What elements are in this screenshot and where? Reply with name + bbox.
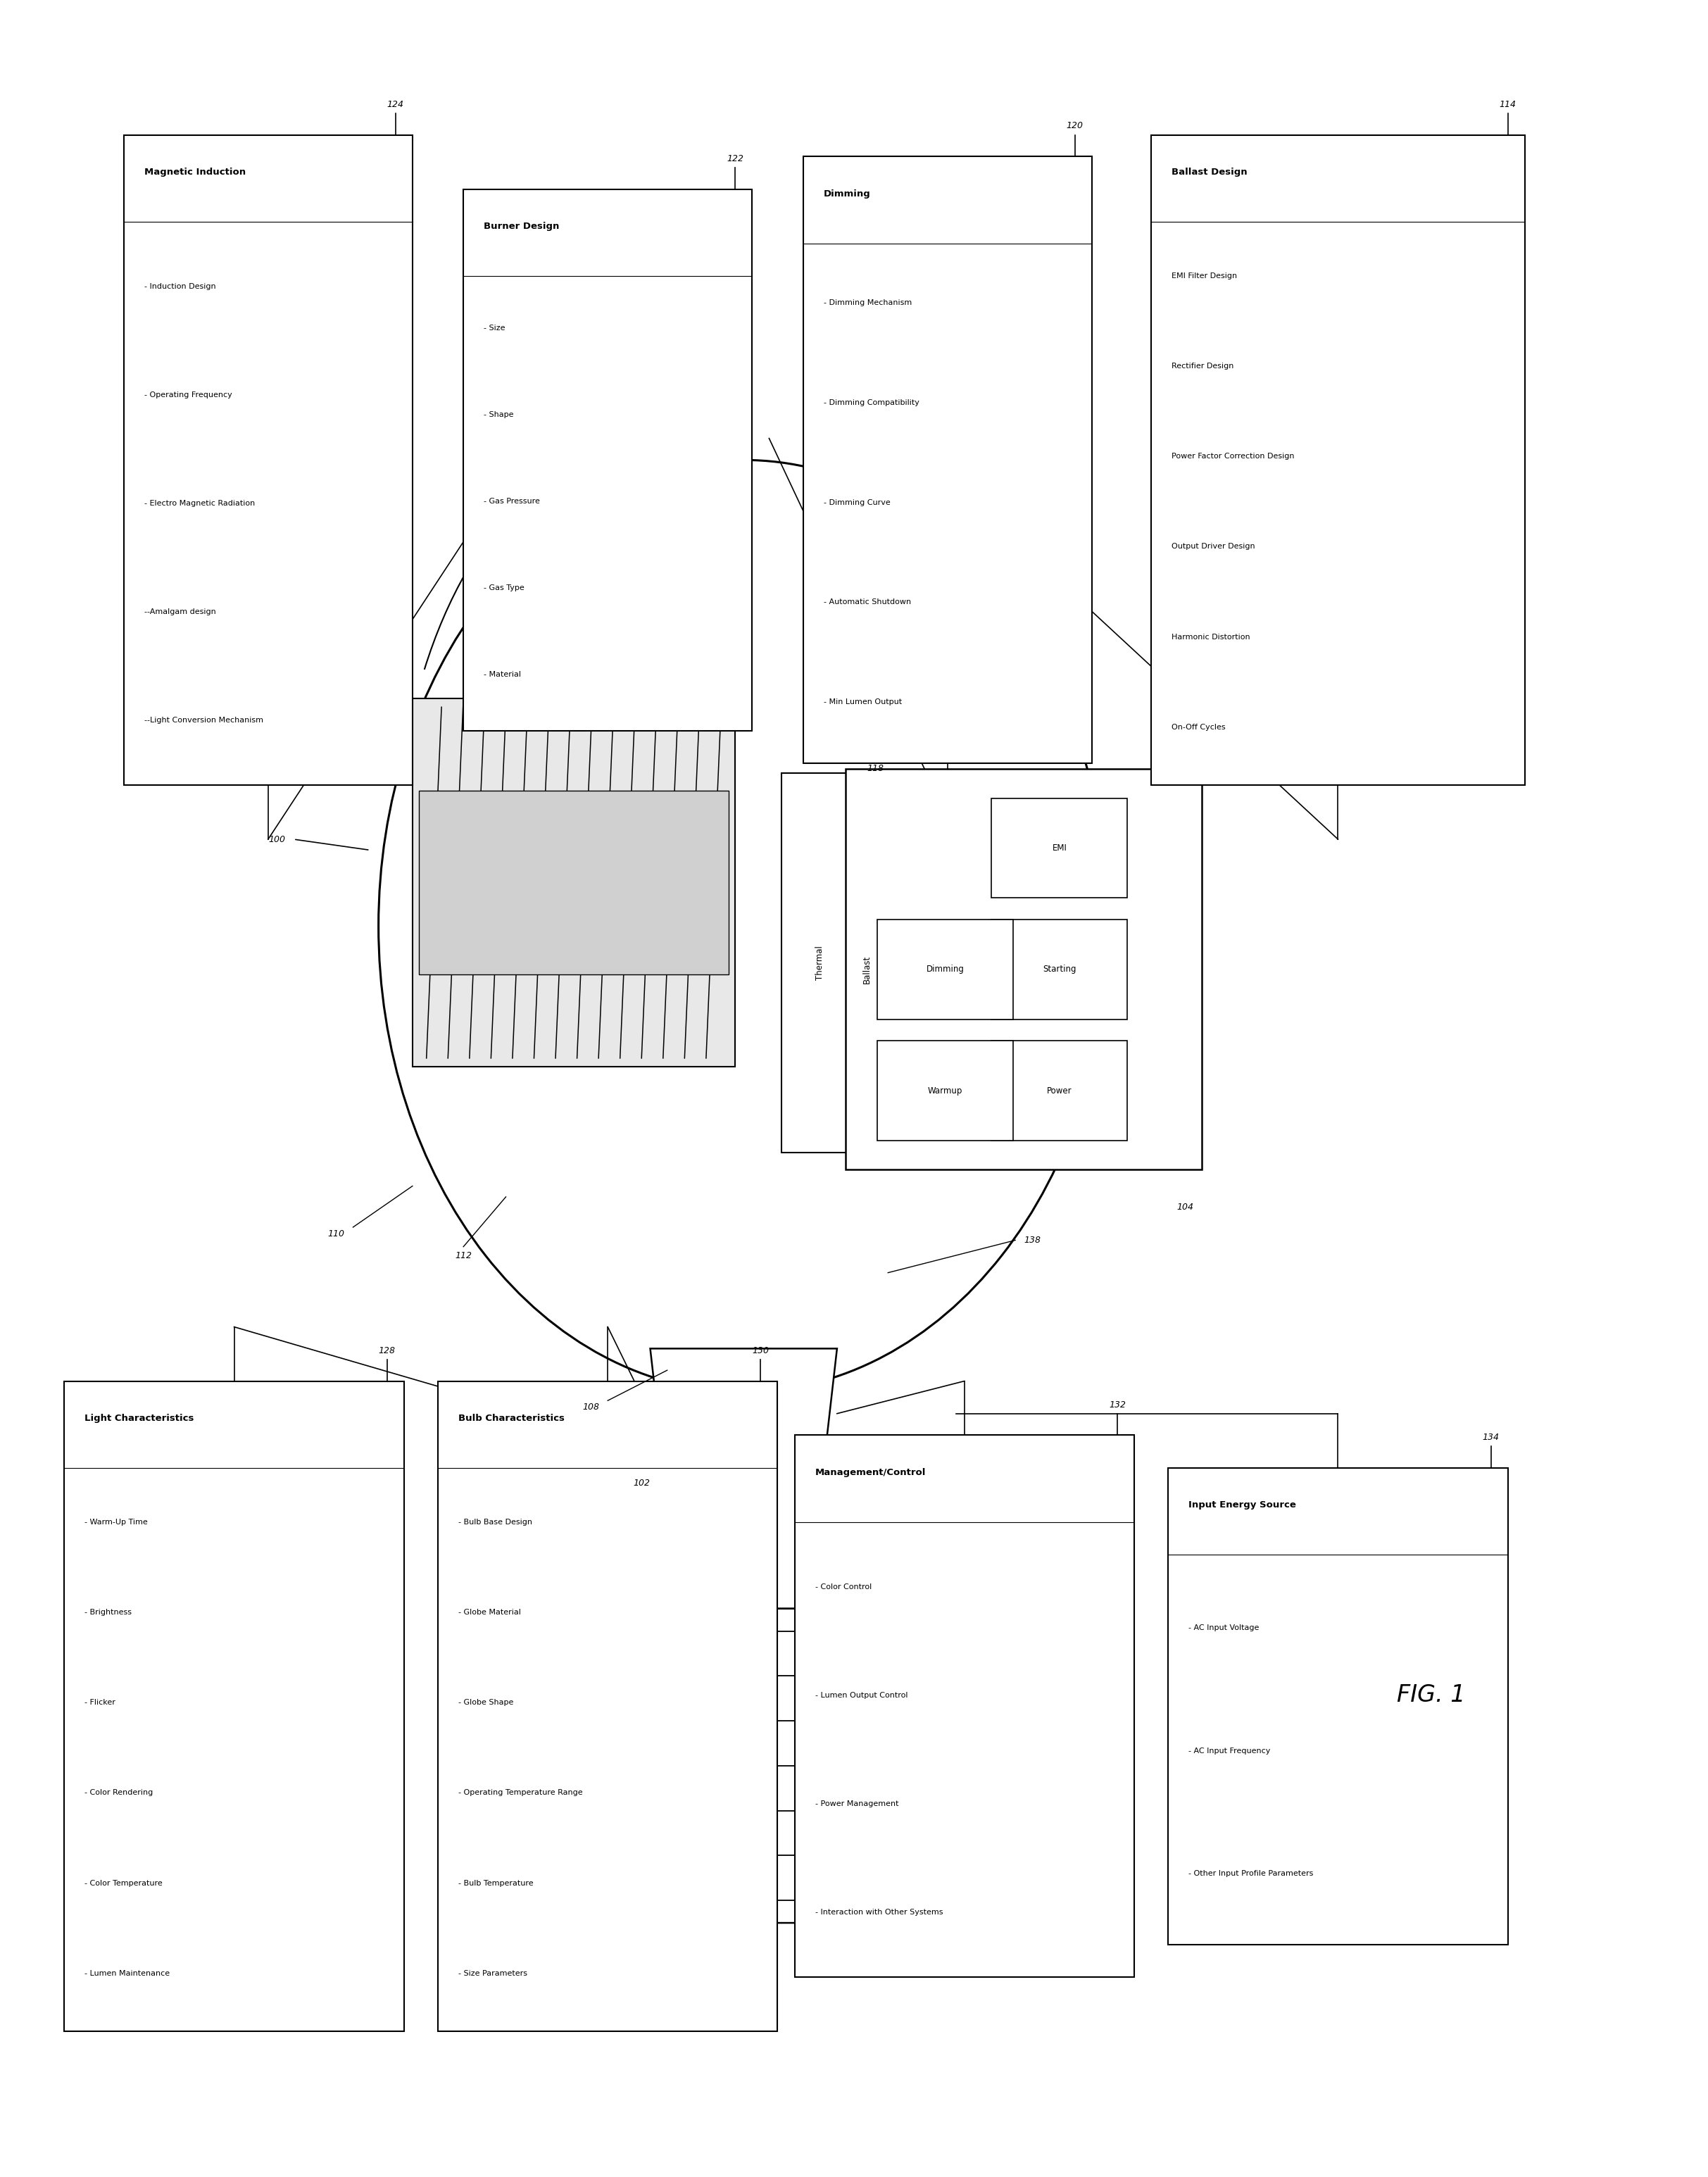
Text: - Dimming Compatibility: - Dimming Compatibility <box>823 398 919 407</box>
Text: - Warm-Up Time: - Warm-Up Time <box>85 1517 149 1526</box>
Bar <box>803 157 1091 764</box>
Text: - Brightness: - Brightness <box>85 1609 132 1615</box>
Text: Magnetic Induction: Magnetic Induction <box>143 168 246 176</box>
Text: Thermal: Thermal <box>815 945 825 980</box>
Text: - Dimming Mechanism: - Dimming Mechanism <box>823 300 912 307</box>
Text: - Shape: - Shape <box>483 411 514 418</box>
Text: Burner Design: Burner Design <box>483 222 560 231</box>
Bar <box>878 919 1013 1019</box>
Polygon shape <box>680 1609 808 1922</box>
Text: Warmup: Warmup <box>927 1086 963 1095</box>
Text: 134: 134 <box>1483 1432 1500 1441</box>
Bar <box>123 135 412 786</box>
Text: Dimming: Dimming <box>823 189 871 198</box>
Bar <box>992 799 1127 897</box>
Text: FIG. 1: FIG. 1 <box>1397 1683 1465 1707</box>
Bar <box>1168 1467 1508 1944</box>
Text: - Lumen Output Control: - Lumen Output Control <box>815 1692 907 1698</box>
Text: EMI Filter Design: EMI Filter Design <box>1172 272 1237 279</box>
Text: - Globe Shape: - Globe Shape <box>458 1698 514 1707</box>
Text: - Operating Frequency: - Operating Frequency <box>143 392 232 398</box>
Bar <box>418 790 728 975</box>
Text: 100: 100 <box>268 834 285 845</box>
Bar <box>412 699 734 1067</box>
Text: Input Energy Source: Input Energy Source <box>1189 1500 1296 1509</box>
Text: 138: 138 <box>1023 1237 1040 1245</box>
Text: - Gas Type: - Gas Type <box>483 583 524 592</box>
Text: - Dimming Curve: - Dimming Curve <box>823 499 890 505</box>
Text: - Bulb Temperature: - Bulb Temperature <box>458 1879 533 1887</box>
Text: - Automatic Shutdown: - Automatic Shutdown <box>823 599 910 605</box>
Text: - Interaction with Other Systems: - Interaction with Other Systems <box>815 1909 943 1916</box>
Bar <box>845 768 1202 1169</box>
Text: Output Driver Design: Output Driver Design <box>1172 544 1255 551</box>
Text: 122: 122 <box>726 155 743 163</box>
Text: Ballast: Ballast <box>863 956 871 984</box>
Text: Power Factor Correction Design: Power Factor Correction Design <box>1172 453 1295 459</box>
Text: Dimming: Dimming <box>926 964 965 973</box>
Text: - Other Input Profile Parameters: - Other Input Profile Parameters <box>1189 1870 1313 1877</box>
Text: - AC Input Frequency: - AC Input Frequency <box>1189 1748 1271 1755</box>
Text: 128: 128 <box>379 1345 396 1354</box>
Text: - Lumen Maintenance: - Lumen Maintenance <box>85 1970 171 1977</box>
Text: --Amalgam design: --Amalgam design <box>143 607 215 616</box>
Text: - Color Control: - Color Control <box>815 1583 871 1591</box>
Text: Ballast Design: Ballast Design <box>1172 168 1247 176</box>
Bar <box>794 1435 1134 1977</box>
Bar <box>716 1922 772 1961</box>
Text: 132: 132 <box>1108 1400 1126 1409</box>
Text: 118: 118 <box>866 764 883 773</box>
Circle shape <box>379 459 1108 1391</box>
Bar <box>992 1041 1127 1141</box>
Text: Starting: Starting <box>1044 964 1076 973</box>
Text: 110: 110 <box>328 1230 345 1239</box>
Text: - Gas Pressure: - Gas Pressure <box>483 499 540 505</box>
Bar <box>782 773 857 1152</box>
Text: - AC Input Voltage: - AC Input Voltage <box>1189 1624 1259 1631</box>
Text: On-Off Cycles: On-Off Cycles <box>1172 723 1226 731</box>
Bar <box>992 919 1127 1019</box>
Text: - Material: - Material <box>483 671 521 677</box>
Text: 124: 124 <box>388 100 405 109</box>
Text: - Size: - Size <box>483 324 506 331</box>
Bar <box>463 189 752 731</box>
Text: Bulb Characteristics: Bulb Characteristics <box>458 1413 565 1424</box>
Text: Harmonic Distortion: Harmonic Distortion <box>1172 634 1250 640</box>
Text: Rectifier Design: Rectifier Design <box>1172 364 1233 370</box>
Text: Power: Power <box>1047 1086 1073 1095</box>
Text: - Flicker: - Flicker <box>85 1698 116 1707</box>
Text: - Globe Material: - Globe Material <box>458 1609 521 1615</box>
Text: - Min Lumen Output: - Min Lumen Output <box>823 699 902 705</box>
Text: 114: 114 <box>1500 100 1517 109</box>
Text: Light Characteristics: Light Characteristics <box>85 1413 195 1424</box>
Text: 112: 112 <box>454 1252 471 1260</box>
Text: Management/Control: Management/Control <box>815 1467 926 1476</box>
Bar <box>1151 135 1525 786</box>
Text: - Color Rendering: - Color Rendering <box>85 1789 154 1796</box>
Text: - Power Management: - Power Management <box>815 1800 898 1807</box>
Text: 130: 130 <box>752 1345 769 1354</box>
Text: - Color Temperature: - Color Temperature <box>85 1879 162 1887</box>
Text: 104: 104 <box>1177 1202 1194 1210</box>
Text: - Induction Design: - Induction Design <box>143 283 215 290</box>
Text: - Electro Magnetic Radiation: - Electro Magnetic Radiation <box>143 501 254 507</box>
Text: 120: 120 <box>1066 122 1083 131</box>
Text: 108: 108 <box>582 1402 600 1413</box>
Text: - Size Parameters: - Size Parameters <box>458 1970 528 1977</box>
Bar <box>437 1380 777 2031</box>
Text: EMI: EMI <box>1052 842 1068 853</box>
Bar <box>878 1041 1013 1141</box>
Text: - Bulb Base Design: - Bulb Base Design <box>458 1517 533 1526</box>
Polygon shape <box>651 1348 837 1609</box>
Text: - Operating Temperature Range: - Operating Temperature Range <box>458 1789 582 1796</box>
Text: 102: 102 <box>634 1478 651 1487</box>
Text: --Light Conversion Mechanism: --Light Conversion Mechanism <box>143 716 263 723</box>
Bar <box>65 1380 405 2031</box>
